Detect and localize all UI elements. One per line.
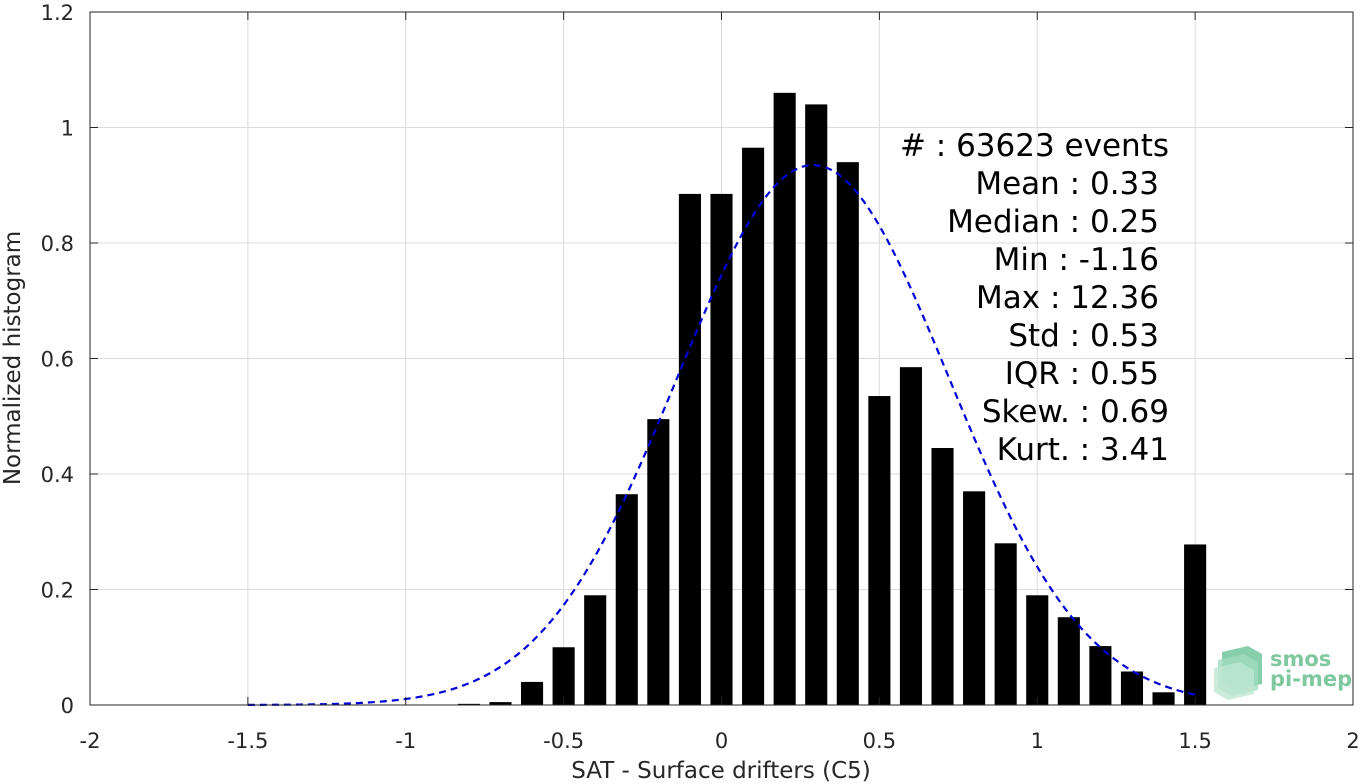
histogram-bar <box>1026 595 1049 705</box>
histogram-bar <box>520 681 544 705</box>
stat-iqr: IQR : 0.55 <box>1005 356 1159 392</box>
x-tick-label: 2 <box>1346 729 1359 753</box>
histogram-bar <box>1152 692 1175 705</box>
y-tick-label: 1.2 <box>41 1 74 25</box>
histogram-bar <box>1184 544 1207 705</box>
logo-icon <box>1214 646 1262 700</box>
stat-std: Std : 0.53 <box>1008 318 1159 354</box>
histogram-bar <box>994 543 1017 705</box>
histogram-bar <box>552 647 575 705</box>
x-tick-label: -1.5 <box>227 729 268 753</box>
x-tick-label: -2 <box>80 729 101 753</box>
y-tick-label: 0 <box>61 694 74 718</box>
statistics-box: # : 63623 events Mean : 0.33 Median : 0.… <box>900 128 1169 468</box>
y-tick-labels: 0 0.2 0.4 0.6 0.8 1 1.2 <box>41 1 74 718</box>
x-axis-label: SAT - Surface drifters (C5) <box>571 758 871 784</box>
logo-text-pi-mep: pi-mep <box>1270 667 1352 691</box>
x-tick-label: 0.5 <box>863 729 896 753</box>
x-tick-label: 0 <box>715 729 728 753</box>
stat-events: # : 63623 events <box>900 128 1169 164</box>
stat-min: Min : -1.16 <box>994 242 1159 278</box>
logo-text-smos: smos <box>1270 647 1331 671</box>
histogram-bar <box>805 104 828 705</box>
x-tick-label: 1 <box>1031 729 1044 753</box>
x-tick-label: -1 <box>395 729 416 753</box>
x-tick-label: 1.5 <box>1178 729 1211 753</box>
x-tick-label: -0.5 <box>543 729 584 753</box>
histogram-bar <box>1120 671 1144 705</box>
histogram-bar <box>931 448 954 705</box>
histogram-bar <box>615 494 638 705</box>
histogram-bar <box>1089 646 1112 705</box>
y-tick-label: 0.2 <box>41 579 74 603</box>
stat-median: Median : 0.25 <box>947 204 1159 240</box>
histogram-bar <box>584 595 607 705</box>
histogram-bar <box>489 702 512 705</box>
histogram-bar <box>773 92 796 706</box>
y-tick-label: 0.8 <box>41 232 74 256</box>
histogram-bar <box>742 147 765 705</box>
histogram-bar <box>963 491 986 705</box>
stat-kurt: Kurt. : 3.41 <box>997 432 1169 468</box>
histogram-bar <box>457 703 480 705</box>
histogram-bar <box>678 193 701 705</box>
y-axis-label: Normalized histogram <box>0 231 26 485</box>
y-tick-label: 0.6 <box>41 348 74 372</box>
histogram-bar <box>899 367 923 705</box>
smos-pi-mep-logo: smos pi-mep <box>1214 646 1352 700</box>
histogram-bars <box>457 92 1207 706</box>
y-tick-label: 0.4 <box>41 463 74 487</box>
axes-frame <box>89 11 1354 706</box>
x-tick-labels: -2 -1.5 -1 -0.5 0 0.5 1 1.5 2 <box>80 729 1360 753</box>
histogram-bar <box>868 396 891 705</box>
stat-skew: Skew. : 0.69 <box>982 394 1169 430</box>
histogram-bar <box>836 162 859 705</box>
stat-max: Max : 12.36 <box>976 280 1159 316</box>
histogram-bar <box>647 419 670 705</box>
stat-mean: Mean : 0.33 <box>975 166 1159 202</box>
histogram-bar <box>710 193 733 705</box>
y-tick-label: 1 <box>61 117 74 141</box>
histogram-bar <box>1057 617 1080 705</box>
